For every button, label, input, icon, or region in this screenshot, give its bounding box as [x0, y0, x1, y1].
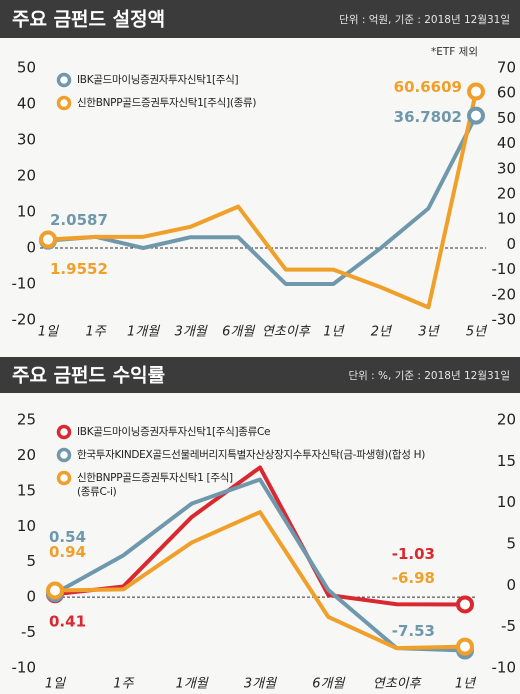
legend-label: 신한BNPP골드증권투자신탁1[주식](종류) [77, 97, 257, 109]
legend-label: IBK골드마이닝증권자투자신탁1[주식] [77, 74, 239, 86]
value-label: 0.41 [49, 613, 86, 631]
legend-marker [56, 424, 72, 440]
y-tick-label: 30 [17, 131, 36, 149]
chart-title: 주요 금펀드 설정액 [12, 9, 165, 31]
x-tick-label: 1주 [85, 325, 106, 340]
x-tick-label: 연초이후 [373, 677, 423, 692]
value-label: 1.9552 [50, 260, 108, 278]
value-label: 0.94 [49, 543, 86, 561]
value-label: 60.6609 [394, 78, 462, 96]
y-tick-label: -20 [12, 311, 37, 329]
y2-tick-label: 20 [497, 185, 516, 203]
x-tick-label: 5년 [466, 325, 488, 340]
point-marker [39, 230, 57, 249]
y-tick-label: 25 [17, 411, 36, 429]
legend-label: IBK골드마이닝증권자투자신탁1[주식]종류Ce [77, 426, 271, 438]
value-label: 36.7802 [394, 108, 462, 126]
legend-marker [56, 470, 72, 486]
y-tick-label: 50 [17, 59, 36, 77]
value-label: -6.98 [392, 569, 435, 587]
x-tick-label: 2년 [371, 325, 393, 340]
point-marker [456, 595, 474, 614]
chart-subtitle: 단위 : %, 기준 : 2018년 12월31일 [349, 369, 510, 382]
y2-tick-label: -30 [492, 311, 517, 329]
y-tick-label: 0 [26, 239, 36, 257]
y-tick-label: 40 [17, 95, 36, 113]
point-marker [456, 637, 474, 656]
y-tick-label: 15 [17, 481, 36, 499]
chart-title: 주요 금펀드 수익률 [12, 365, 165, 387]
y-tick-label: 20 [17, 446, 36, 464]
legend-label: 신한BNPP골드증권투자신탁1 [주식](종류C-i) [77, 472, 233, 498]
y-tick-label: -10 [12, 659, 37, 677]
x-tick-label: 1개월 [127, 325, 160, 340]
y2-tick-label: 0 [506, 235, 516, 253]
series-line [47, 91, 478, 310]
value-label: -7.53 [392, 622, 435, 640]
series-line [54, 510, 466, 651]
y2-tick-label: 10 [497, 210, 516, 228]
x-tick-label: 3개월 [175, 325, 208, 340]
y2-tick-label: 5 [506, 535, 516, 553]
header-bar [0, 0, 520, 38]
x-tick-label: 1년 [455, 677, 477, 692]
y2-tick-label: 50 [497, 109, 516, 127]
point-marker [46, 581, 64, 600]
x-tick-label: 1년 [323, 325, 345, 340]
y2-tick-label: 70 [497, 59, 516, 77]
y2-tick-label: 60 [497, 84, 516, 102]
y2-tick-label: 15 [497, 452, 516, 470]
y-tick-label: 20 [17, 167, 36, 185]
y2-tick-label: 40 [497, 134, 516, 152]
x-tick-label: 3개월 [244, 677, 277, 692]
series-line [47, 114, 478, 286]
x-tick-label: 연초이후 [262, 325, 312, 340]
y-tick-label: 0 [26, 588, 36, 606]
chart-subtitle: 단위 : 억원, 기준 : 2018년 12월31일 [339, 13, 510, 26]
y2-tick-label: 10 [497, 493, 516, 511]
header-bar [0, 357, 520, 393]
y-tick-label: 5 [26, 552, 36, 570]
legend-marker [56, 72, 72, 88]
x-tick-label: 6개월 [222, 325, 255, 340]
x-tick-label: 1일 [38, 325, 59, 340]
x-tick-label: 1일 [45, 677, 66, 692]
y2-tick-label: 0 [506, 576, 516, 594]
value-label: 2.0587 [50, 211, 108, 229]
y-tick-label: -10 [12, 275, 37, 293]
y2-tick-label: -20 [492, 285, 517, 303]
value-label: 0.54 [49, 528, 86, 546]
legend-marker [56, 95, 72, 111]
x-tick-label: 1개월 [176, 677, 209, 692]
note: *ETF 제외 [431, 46, 478, 58]
y2-tick-label: -5 [501, 617, 516, 635]
y2-tick-label: -10 [492, 260, 517, 278]
y-tick-label: -5 [21, 623, 36, 641]
x-tick-label: 1주 [113, 677, 134, 692]
point-marker [467, 106, 485, 125]
y-tick-label: 10 [17, 517, 36, 535]
x-tick-label: 6개월 [312, 677, 345, 692]
x-tick-label: 3년 [418, 325, 440, 340]
value-label: -1.03 [392, 545, 435, 563]
y2-tick-label: 30 [497, 159, 516, 177]
y2-tick-label: 20 [497, 411, 516, 429]
y2-tick-label: -10 [492, 659, 517, 677]
y-tick-label: 10 [17, 203, 36, 221]
point-marker [467, 82, 485, 101]
series-line [54, 465, 466, 607]
legend-label: 한국투자KINDEX골드선물레버리지특별자산상장지수투자신탁(금-파생형)(합성… [77, 449, 426, 461]
legend-marker [56, 447, 72, 463]
